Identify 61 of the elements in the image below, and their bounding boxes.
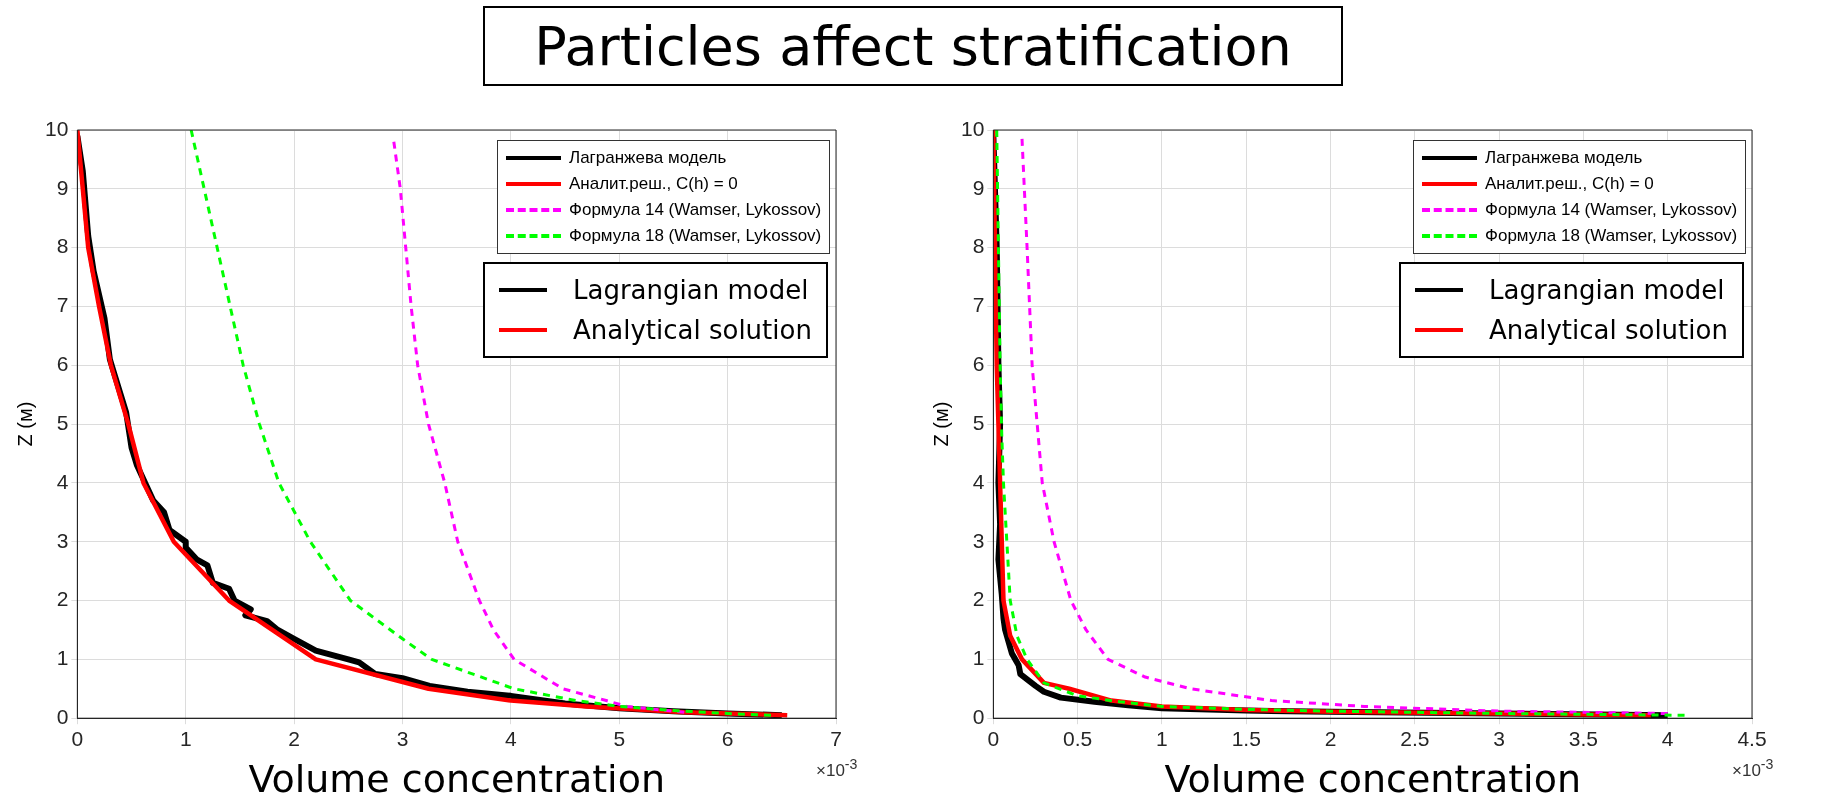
chart-title: Particles affect stratification (483, 6, 1343, 86)
annotation: Lagrangian model (573, 275, 809, 305)
y-tick-label: 1 (972, 646, 985, 670)
y-tick-label: 1 (56, 646, 69, 670)
text: ×10$^{-3}$ (1732, 756, 1774, 781)
x-tick-label: 0 (987, 726, 1000, 750)
y-tick-label: 3 (56, 528, 69, 552)
x-tick-label: 1 (179, 726, 192, 750)
text: ×10$^{-3}$ (816, 756, 858, 781)
y-tick-label: 10 (45, 116, 69, 140)
y-tick-label: 2 (972, 587, 985, 611)
y-tick-label: 7 (972, 293, 985, 317)
y-tick-label: 6 (972, 352, 985, 376)
y-axis-title: Z (м) (13, 401, 36, 447)
y-tick-label: 9 (972, 175, 985, 199)
y-tick-label: 4 (972, 469, 985, 493)
x-tick-label: 3 (396, 726, 409, 750)
x-tick-label: 4 (1661, 726, 1674, 750)
x-tick-label: 1 (1156, 726, 1168, 750)
x-tick-label: 0.5 (1063, 726, 1093, 750)
legend-label: Лагранжева модель (1485, 148, 1643, 168)
legend-box: Lagrangian model Analytical solution (1399, 262, 1744, 358)
x-tick-label: 2 (1324, 726, 1337, 750)
x-tick-label: 7 (830, 726, 842, 750)
x-axis-title: Volume concentration (248, 757, 665, 802)
y-tick-label: 6 (56, 352, 69, 376)
legend-label: Формула 18 (Wamser, Lykossov) (569, 226, 822, 246)
x-tick-label: 3 (1493, 726, 1505, 750)
y-tick-label: 4 (56, 469, 69, 493)
x-tick-label: 2 (288, 726, 300, 750)
legend-label: Аналит.реш., C(h) = 0 (569, 174, 738, 194)
x-axis-title: Volume concentration (1164, 757, 1581, 802)
y-tick-label: 8 (56, 234, 69, 258)
legend-label: Формула 14 (Wamser, Lykossov) (569, 200, 822, 220)
y-tick-label: 8 (972, 234, 985, 258)
legend-label: Формула 18 (Wamser, Lykossov) (1485, 226, 1738, 246)
y-tick-label: 9 (56, 175, 69, 199)
x-tick-label: 4.5 (1737, 726, 1767, 750)
x-tick-label: 5 (613, 726, 626, 750)
y-tick-label: 10 (961, 116, 985, 140)
y-tick-label: 7 (56, 293, 69, 317)
y-tick-label: 5 (56, 410, 69, 434)
legend-box: Lagrangian model Analytical solution (483, 262, 828, 358)
x-tick-label: 4 (505, 726, 518, 750)
annotation: Lagrangian model (1489, 275, 1725, 305)
x-tick-label: 6 (721, 726, 734, 750)
annotation: Analytical solution (573, 315, 812, 345)
x-tick-label: 2.5 (1400, 726, 1430, 750)
legend-label: Формула 14 (Wamser, Lykossov) (1485, 200, 1738, 220)
x-tick-label: 1.5 (1231, 726, 1261, 750)
legend-label: Лагранжева модель (569, 148, 727, 168)
y-tick-label: 3 (972, 528, 985, 552)
x-tick-label: 3.5 (1568, 726, 1599, 750)
legend-label: Аналит.реш., C(h) = 0 (1485, 174, 1654, 194)
annotation: Analytical solution (1489, 315, 1728, 345)
y-tick-label: 0 (972, 705, 985, 728)
x-tick-label: 0 (71, 726, 84, 750)
y-axis-title: Z (м) (929, 401, 952, 447)
y-tick-label: 2 (56, 587, 69, 611)
y-tick-label: 0 (56, 705, 69, 728)
y-tick-label: 5 (972, 410, 985, 434)
